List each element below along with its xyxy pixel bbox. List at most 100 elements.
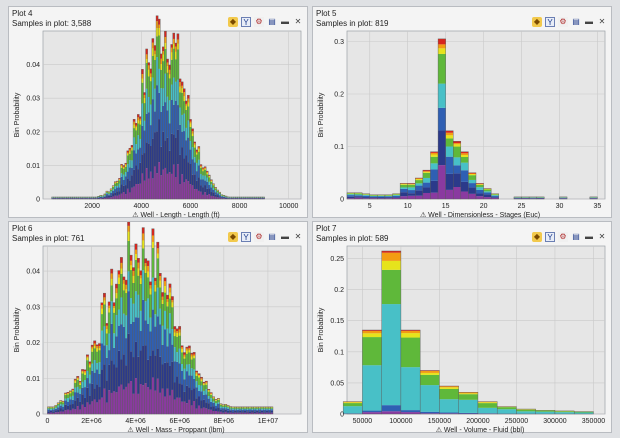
bar-segment (181, 147, 184, 175)
x-tick-label: 0 (45, 418, 49, 425)
export-icon[interactable]: ▤ (572, 17, 580, 26)
bar-segment (139, 120, 142, 125)
bar-segment (120, 273, 123, 298)
bar-segment (74, 381, 77, 383)
bar-segment (377, 195, 385, 197)
minimize-icon[interactable]: ▬ (585, 17, 593, 26)
bar-segment (200, 377, 203, 379)
filter-icon[interactable]: Y (241, 232, 251, 242)
export-icon[interactable]: ▤ (572, 232, 580, 241)
filter-icon[interactable]: Y (545, 232, 555, 242)
bar-segment (146, 271, 150, 278)
bar-segment (369, 197, 378, 199)
bar-segment (149, 317, 152, 332)
bar-segment (139, 162, 142, 184)
close-icon[interactable]: ✕ (598, 17, 606, 26)
bar-segment (445, 156, 454, 174)
bar-segment (246, 412, 249, 414)
bar-segment (147, 112, 150, 144)
settings-icon[interactable]: ⚙ (558, 232, 568, 242)
bar-segment (168, 313, 172, 334)
bar-segment (193, 189, 196, 199)
bar-segment (156, 378, 159, 414)
bar-segment (178, 335, 181, 349)
color-icon[interactable]: ◆ (228, 17, 238, 27)
export-icon[interactable]: ▤ (268, 232, 276, 241)
bar-segment (110, 392, 113, 414)
color-icon[interactable]: ◆ (228, 232, 238, 242)
bar-segment (116, 195, 119, 199)
bar-segment (205, 408, 208, 414)
bar-segment (100, 330, 104, 344)
x-tick-label: 100000 (389, 418, 412, 425)
settings-icon[interactable]: ⚙ (254, 17, 264, 27)
bar-segment (438, 83, 446, 108)
bar-segment (516, 409, 536, 412)
filter-icon[interactable]: Y (241, 17, 251, 27)
bar-segment (126, 153, 129, 156)
bar-segment (234, 409, 237, 411)
export-icon[interactable]: ▤ (268, 17, 276, 26)
bar-segment (185, 179, 188, 199)
bar-segment (147, 65, 150, 70)
bar-segment (207, 389, 210, 390)
bar-segment (168, 65, 171, 70)
minimize-icon[interactable]: ▬ (281, 232, 289, 241)
bar-segment (219, 404, 223, 407)
bar-segment (158, 119, 161, 163)
close-icon[interactable]: ✕ (294, 232, 302, 241)
bar-segment (193, 141, 196, 144)
histogram-chart: 2000 4000 6000 8000 10000 0 0.01 0.02 0.03 0.04 ⚠ … (14, 15, 302, 219)
bar-segment (161, 292, 164, 297)
bar-segment (78, 383, 82, 385)
bar-segment (110, 278, 113, 286)
bar-segment (458, 393, 478, 395)
bar-segment (202, 383, 206, 384)
minimize-icon[interactable]: ▬ (585, 232, 593, 241)
bar-segment (145, 48, 148, 55)
bar-segment (64, 395, 67, 399)
bar-segment (124, 163, 127, 166)
filter-icon[interactable]: Y (545, 17, 555, 27)
bar-segment (110, 195, 113, 198)
bar-segment (100, 397, 104, 414)
bar-segment (192, 378, 196, 389)
bar-segment (47, 411, 50, 414)
close-icon[interactable]: ✕ (598, 232, 606, 241)
bar-segment (112, 364, 116, 392)
settings-icon[interactable]: ⚙ (254, 232, 264, 242)
bar-segment (145, 168, 148, 199)
bar-segment (69, 410, 72, 414)
bar-segment (115, 293, 118, 299)
bar-segment (128, 167, 131, 181)
bar-segment (183, 113, 186, 132)
color-icon[interactable]: ◆ (532, 232, 542, 242)
bar-segment (207, 390, 210, 392)
bar-segment (99, 198, 102, 199)
bar-segment (212, 196, 215, 199)
bar-segment (88, 361, 92, 364)
bar-segment (129, 298, 133, 324)
bar-segment (201, 194, 205, 199)
bar-segment (201, 179, 205, 188)
bar-segment (400, 337, 421, 368)
bar-segment (81, 369, 84, 371)
close-icon[interactable]: ✕ (294, 17, 302, 26)
bar-segment (205, 384, 208, 390)
bar-segment (430, 163, 439, 170)
bar-segment (468, 179, 476, 184)
bar-segment (430, 180, 439, 193)
bar-segment (178, 329, 181, 333)
bar-segment (234, 412, 237, 414)
bar-segment (112, 306, 116, 309)
bar-segment (199, 167, 202, 174)
bar-segment (86, 387, 89, 403)
minimize-icon[interactable]: ▬ (281, 17, 289, 26)
bar-segment (127, 291, 130, 334)
bar-segment (151, 99, 154, 139)
bar-segment (142, 240, 145, 249)
bar-segment (483, 189, 492, 192)
color-icon[interactable]: ◆ (532, 17, 542, 27)
settings-icon[interactable]: ⚙ (558, 17, 568, 27)
bar-segment (141, 74, 144, 79)
